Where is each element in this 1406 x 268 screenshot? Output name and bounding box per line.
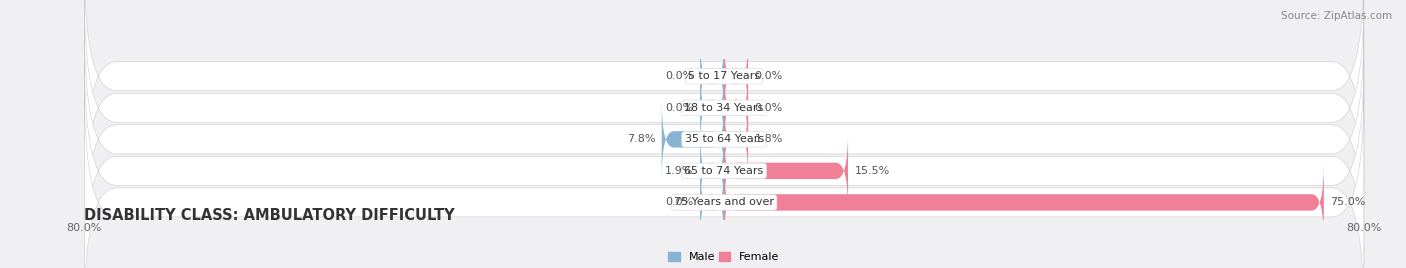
Text: 1.8%: 1.8%: [755, 134, 783, 144]
FancyBboxPatch shape: [84, 59, 1364, 268]
Text: 75.0%: 75.0%: [1330, 198, 1365, 207]
FancyBboxPatch shape: [700, 132, 724, 210]
Text: 65 to 74 Years: 65 to 74 Years: [685, 166, 763, 176]
Text: 35 to 64 Years: 35 to 64 Years: [685, 134, 763, 144]
Text: 75 Years and over: 75 Years and over: [673, 198, 775, 207]
FancyBboxPatch shape: [700, 163, 724, 241]
FancyBboxPatch shape: [84, 0, 1364, 188]
FancyBboxPatch shape: [84, 0, 1364, 219]
Text: 0.0%: 0.0%: [665, 198, 693, 207]
FancyBboxPatch shape: [724, 69, 748, 147]
Legend: Male, Female: Male, Female: [668, 252, 780, 262]
FancyBboxPatch shape: [724, 163, 1324, 241]
Text: 0.0%: 0.0%: [755, 103, 783, 113]
Text: DISABILITY CLASS: AMBULATORY DIFFICULTY: DISABILITY CLASS: AMBULATORY DIFFICULTY: [84, 208, 456, 223]
FancyBboxPatch shape: [724, 100, 748, 178]
Text: 7.8%: 7.8%: [627, 134, 655, 144]
Text: 1.9%: 1.9%: [665, 166, 693, 176]
Text: 0.0%: 0.0%: [665, 103, 693, 113]
Text: 5 to 17 Years: 5 to 17 Years: [688, 71, 761, 81]
FancyBboxPatch shape: [700, 37, 724, 116]
FancyBboxPatch shape: [84, 91, 1364, 268]
FancyBboxPatch shape: [84, 28, 1364, 251]
Text: 0.0%: 0.0%: [665, 71, 693, 81]
Text: 18 to 34 Years: 18 to 34 Years: [685, 103, 763, 113]
FancyBboxPatch shape: [724, 37, 748, 116]
Text: 15.5%: 15.5%: [855, 166, 890, 176]
FancyBboxPatch shape: [700, 69, 724, 147]
FancyBboxPatch shape: [724, 132, 848, 210]
FancyBboxPatch shape: [662, 100, 724, 178]
Text: Source: ZipAtlas.com: Source: ZipAtlas.com: [1281, 11, 1392, 21]
Text: 0.0%: 0.0%: [755, 71, 783, 81]
